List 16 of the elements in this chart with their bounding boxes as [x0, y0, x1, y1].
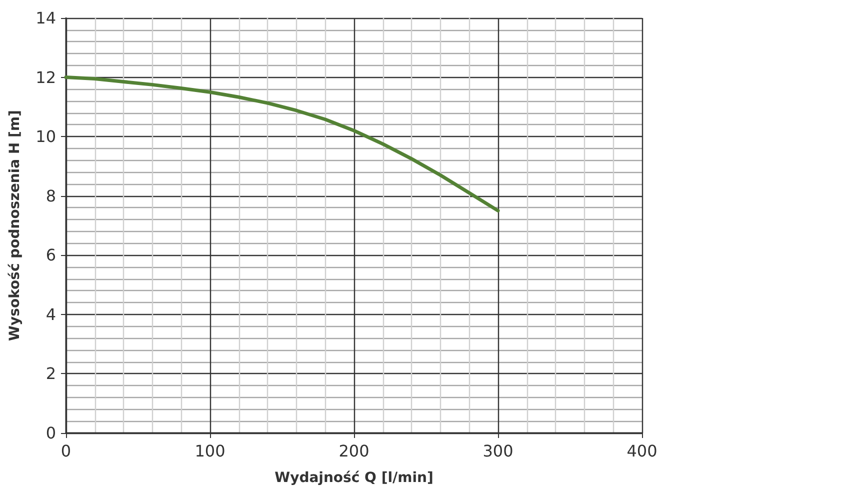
x-tick-label: 100	[194, 442, 226, 460]
y-tick-label: 2	[46, 364, 56, 384]
x-tick-label: 0	[60, 442, 72, 460]
x-axis-title: Wydajność Q [l/min]	[274, 470, 434, 486]
y-tick-label: 10	[36, 127, 56, 146]
x-tick-label: 200	[338, 442, 370, 460]
y-tick-label: 8	[46, 186, 56, 206]
x-tick-label: 400	[626, 442, 658, 460]
y-tick-label: 12	[36, 68, 56, 87]
y-axis-title: Wysokość podnoszenia H [m]	[7, 110, 23, 341]
y-tick-label: 0	[46, 424, 56, 442]
line-series	[64, 76, 500, 212]
y-tick-label: 4	[46, 304, 56, 324]
x-tick-label: 300	[482, 442, 514, 460]
y-tick-label: 6	[46, 246, 56, 265]
y-tick-label: 14	[36, 8, 56, 28]
